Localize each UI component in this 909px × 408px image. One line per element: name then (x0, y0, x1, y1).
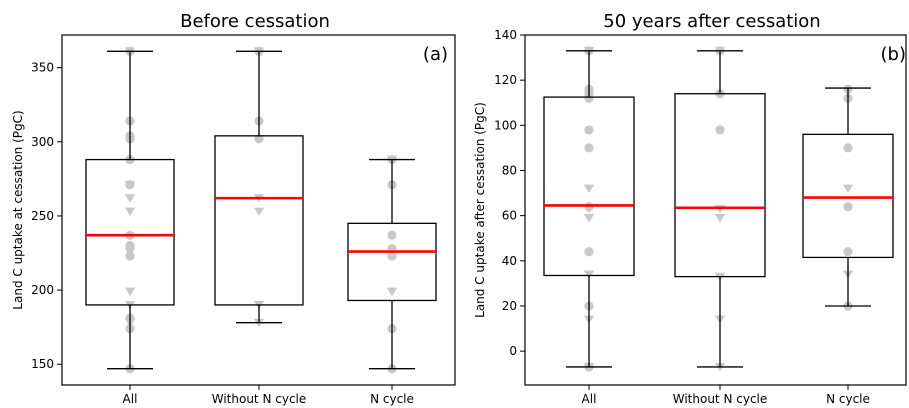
panel-a-point-circle (125, 243, 135, 254)
panel-a-point-triangle (124, 194, 136, 203)
panel-b-ylabel: Land C uptake after cessation (PgC) (473, 102, 487, 318)
panel-a-title: Before cessation (180, 11, 330, 32)
panel-a-point-circle (387, 251, 397, 261)
panel-a-ytick-label: 300 (31, 135, 54, 149)
panel-b-point-triangle (583, 204, 595, 214)
panel-b-xtick-label: N cycle (826, 392, 870, 406)
panel-b-point-circle (843, 202, 853, 212)
panel-b-point-circle (584, 143, 594, 153)
panel-b-box (543, 96, 635, 277)
panel-a-xtick-label: Without N cycle (212, 392, 307, 406)
panel-b-ytick-label: 140 (494, 28, 517, 42)
panel-b-ytick-label: 100 (494, 118, 517, 132)
panel-b-label: (b) (881, 44, 906, 65)
panel-b-xtick-label: Without N cycle (673, 392, 768, 406)
panel-a-ytick-label: 150 (31, 357, 54, 371)
panel-b-point-circle (843, 247, 853, 257)
panel-b-point-triangle (583, 270, 595, 279)
panel-b-point-circle (715, 125, 725, 135)
panel-b-ytick-label: 40 (502, 254, 517, 268)
panel-b-ytick-label: 80 (502, 163, 517, 177)
panel-b-plot-frame (524, 34, 907, 386)
panel-a-label: (a) (423, 44, 448, 65)
panel-a-point-triangle (124, 287, 136, 296)
panel-b-ytick-label: 0 (509, 344, 517, 358)
panel-a-point-triangle (253, 207, 265, 216)
panel-b-box (802, 133, 894, 259)
panel-a-point-triangle (124, 180, 136, 190)
panel-a-point-circle (387, 230, 397, 240)
panel-b-point-triangle (583, 214, 595, 223)
panel-a-xtick-label: All (123, 392, 138, 406)
panel-a-box (85, 158, 175, 306)
panel-b-point-triangle (714, 204, 726, 214)
panel-b-point-circle (843, 143, 853, 153)
panel-a-box (347, 222, 437, 302)
panel-a-ytick-label: 350 (31, 61, 54, 75)
panel-b-ytick-label: 60 (502, 209, 517, 223)
panel-b-ytick-label: 20 (502, 299, 517, 313)
panel-a-point-circle (125, 251, 135, 261)
panel-b-point-triangle (583, 184, 595, 193)
panel-a-xtick-label: N cycle (370, 392, 414, 406)
panel-a: Before cessation (a) Land C uptake at ce… (11, 11, 456, 406)
panel-b-point-circle (584, 125, 594, 135)
panel-b-title: 50 years after cessation (603, 11, 820, 32)
panel-a-point-triangle (386, 287, 398, 296)
panel-a-ytick-label: 200 (31, 283, 54, 297)
panel-a-box (214, 135, 304, 306)
panel-b-xtick-label: All (582, 392, 597, 406)
panel-a-ylabel: Land C uptake at cessation (PgC) (11, 110, 25, 309)
panel-b-point-circle (584, 93, 594, 103)
panel-b-plot: 0 20 40 60 80 100 120 140 All Without N cycle N cy… (494, 28, 907, 406)
panel-a-plot: 150 200 250 300 350 All Without N cycle N cycle (31, 34, 456, 406)
panel-b-point-circle (584, 247, 594, 257)
panel-a-point-circle (254, 134, 264, 144)
panel-b-ytick-label: 120 (494, 73, 517, 87)
panel-b: 50 years after cessation (b) Land C upta… (473, 11, 907, 406)
panel-b-point-triangle (842, 184, 854, 193)
panel-b-point-triangle (714, 214, 726, 223)
panel-a-ytick-label: 250 (31, 209, 54, 223)
panel-a-point-triangle (124, 207, 136, 216)
panel-b-box (674, 93, 766, 278)
